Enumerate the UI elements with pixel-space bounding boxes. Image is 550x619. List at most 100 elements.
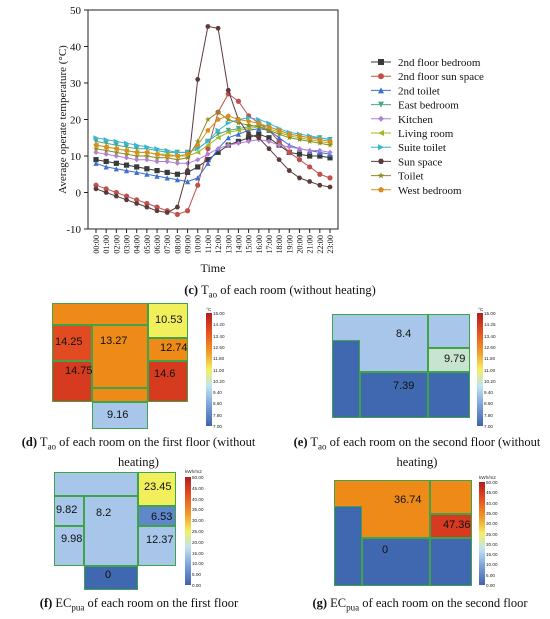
room-e-bottom-center [360, 372, 428, 418]
data-point [144, 144, 150, 150]
data-point [93, 142, 99, 148]
colorbar-g [479, 482, 485, 585]
colorbar-tick-label: 40.00 [192, 496, 204, 502]
colorbar-tick-label: 50.00 [192, 475, 204, 480]
data-point [185, 179, 191, 185]
legend-label: Suite toilet [398, 142, 446, 154]
data-point [235, 126, 241, 132]
legend-marker [378, 158, 384, 164]
data-point [327, 184, 333, 190]
data-point [306, 138, 313, 144]
data-point [144, 204, 150, 210]
colorbar-tick-label: 35.00 [486, 510, 498, 516]
room-f-left-upper [54, 496, 84, 526]
colorbar-unit: °C [478, 307, 484, 312]
room-e-bottom-right [428, 372, 470, 418]
data-point [246, 135, 252, 141]
data-point [205, 151, 211, 157]
data-point [123, 151, 130, 157]
data-point [327, 175, 333, 181]
data-point [154, 208, 160, 213]
data-point [195, 182, 201, 188]
data-point [245, 121, 252, 128]
colorbar-unit: kWh/m2 [479, 475, 496, 480]
legend-label: Sun space [398, 156, 442, 168]
legend-marker [378, 115, 384, 122]
data-point [205, 127, 211, 133]
data-point [235, 127, 241, 133]
x-tick-label: 17:00 [265, 235, 274, 254]
data-point [246, 131, 252, 137]
data-point [93, 182, 99, 188]
data-point [266, 127, 272, 133]
data-point [286, 149, 292, 155]
data-point [185, 160, 191, 166]
data-point [205, 160, 211, 166]
data-point [93, 138, 99, 144]
data-point [317, 171, 323, 177]
colorbar-tick-label: 0.00 [192, 583, 201, 588]
data-point [307, 147, 313, 154]
data-point [276, 142, 282, 148]
colorbar-tick-label: 40.00 [486, 500, 498, 506]
data-point [215, 149, 221, 155]
data-point [256, 131, 262, 137]
legend-marker [378, 73, 384, 80]
floorplan-second-floor-ec: 36.74 47.36 0 [334, 480, 472, 586]
data-point [225, 116, 232, 122]
data-point [93, 157, 99, 163]
legend-marker [378, 87, 384, 94]
data-point [185, 151, 190, 157]
colorbar-tick-label: 7.00 [484, 424, 493, 429]
data-point [134, 201, 140, 206]
room-d-left-upper [52, 325, 92, 361]
room-label: 9.16 [107, 409, 129, 421]
y-tick-label: -10 [66, 224, 81, 236]
room-label: 8.4 [396, 328, 412, 340]
room-label: 14.75 [65, 365, 93, 377]
data-point [307, 153, 313, 159]
data-point [205, 142, 211, 148]
room-f-right-lower [138, 526, 176, 566]
caption-e: (e) Tao of each room on the second floor… [293, 435, 541, 469]
data-point [103, 140, 109, 146]
data-point [134, 157, 140, 163]
x-tick-label: 19:00 [285, 235, 294, 254]
room-g-right-mid [430, 514, 472, 538]
data-point [154, 173, 160, 179]
data-point [103, 158, 109, 165]
data-point [266, 135, 272, 141]
data-point [256, 126, 262, 132]
colorbar-tick-label: 7.80 [484, 412, 493, 418]
room-g-bottom-right [430, 538, 472, 586]
data-point [195, 142, 201, 148]
data-point [184, 208, 191, 214]
room-label: 47.36 [443, 519, 471, 531]
data-point [195, 164, 201, 170]
data-point [327, 141, 333, 148]
data-point [134, 149, 140, 155]
room-label: 23.45 [144, 481, 172, 493]
data-point [174, 177, 180, 183]
data-point [113, 146, 119, 151]
data-point [123, 197, 130, 203]
data-point [124, 147, 129, 153]
room-d-right-lower [148, 361, 188, 402]
data-point [266, 120, 272, 126]
data-point [144, 200, 150, 207]
colorbar-unit: kWh/m2 [185, 469, 202, 474]
data-point [174, 153, 180, 159]
data-point [123, 155, 130, 161]
data-point [195, 146, 201, 152]
caption-d: (d) Tao of each room on the first floor … [21, 435, 256, 469]
data-point [205, 157, 211, 163]
data-point [246, 115, 252, 121]
colorbar-tick-label: 10.00 [486, 562, 498, 568]
colorbar-tick-label: 35.00 [192, 507, 204, 513]
data-point [113, 193, 119, 199]
data-point [225, 142, 231, 148]
room-label: 6.53 [151, 511, 173, 523]
colorbar-tick-label: 10.20 [213, 378, 225, 384]
room-label: 36.74 [394, 494, 422, 506]
data-point [276, 135, 282, 141]
